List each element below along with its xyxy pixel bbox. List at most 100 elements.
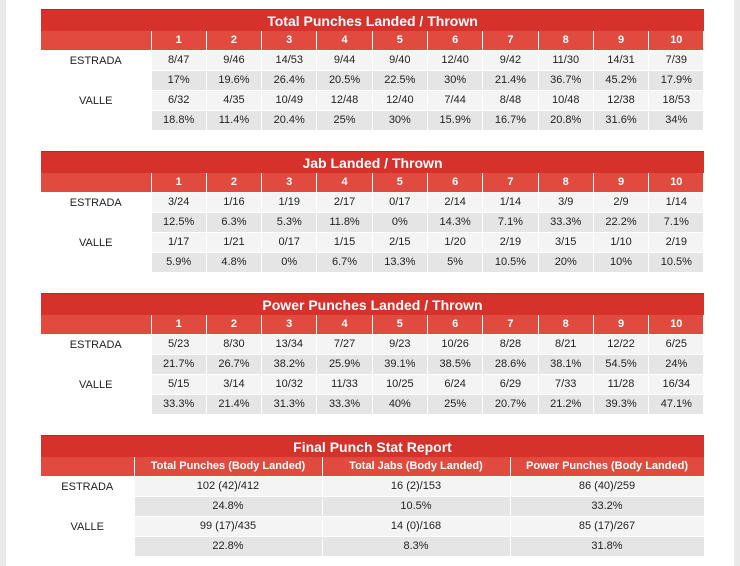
table-cell: 3/9	[538, 192, 594, 213]
table-cell: 7/44	[427, 90, 484, 111]
table-cell: 6/25	[648, 334, 705, 355]
table-cell: 6/32	[151, 90, 207, 111]
stats-grid: 1 2 3 4 5 6 7 8 9 10 ESTRADA 3/24 1/16 1…	[41, 173, 705, 273]
round-number: 5	[372, 31, 428, 51]
table-cell: 19.6%	[206, 70, 263, 91]
table-cell: 7/27	[316, 334, 373, 355]
round-number: 10	[648, 315, 705, 335]
final-stat-table: Final Punch Stat Report Total Punches (B…	[41, 435, 705, 557]
fighter-name-valle: VALLE	[41, 232, 152, 273]
round-number: 1	[151, 31, 207, 51]
header-blank	[41, 173, 152, 193]
table-cell: 13/34	[261, 334, 318, 355]
round-number: 6	[427, 31, 484, 51]
table-cell: 11/30	[538, 50, 594, 71]
table-cell: 0/17	[261, 232, 318, 253]
table-cell: 3/15	[538, 232, 594, 253]
round-number: 2	[206, 31, 263, 51]
table-cell: 12.5%	[151, 212, 207, 233]
table-cell: 12/40	[372, 90, 428, 111]
table-cell: 17%	[151, 70, 207, 91]
round-number: 6	[427, 173, 484, 193]
table-cell: 13.3%	[372, 252, 428, 273]
table-title: Final Punch Stat Report	[41, 435, 704, 457]
round-number: 10	[648, 31, 705, 51]
table-cell: 10/49	[261, 90, 318, 111]
table-cell: 10/32	[261, 374, 318, 395]
table-cell: 36.7%	[538, 70, 594, 91]
table-cell: 14/53	[261, 50, 318, 71]
table-cell: 102 (42)/412	[134, 476, 323, 497]
table-cell: 10/25	[372, 374, 428, 395]
table-cell: 12/48	[316, 90, 373, 111]
table-cell: 6.7%	[316, 252, 373, 273]
round-number: 7	[482, 31, 539, 51]
jab-table: Jab Landed / Thrown 1 2 3 4 5 6 7 8 9 10…	[41, 151, 705, 273]
valle-values-row: VALLE 99 (17)/435 14 (0)/168 85 (17)/267	[41, 516, 705, 557]
table-cell: 20.4%	[261, 110, 318, 131]
round-number: 5	[372, 173, 428, 193]
table-cell: 1/21	[206, 232, 263, 253]
table-cell: 0%	[261, 252, 318, 273]
total-punches-table: Total Punches Landed / Thrown 1 2 3 4 5 …	[41, 9, 705, 131]
round-number: 4	[316, 31, 373, 51]
fighter-name-valle: VALLE	[41, 374, 152, 415]
valle-pct-row: 33.3% 21.4% 31.3% 33.3% 40% 25% 20.7% 21…	[41, 394, 705, 415]
table-cell: 4.8%	[206, 252, 263, 273]
power-punches-table: Power Punches Landed / Thrown 1 2 3 4 5 …	[41, 293, 705, 415]
table-cell: 3/14	[206, 374, 263, 395]
estrada-landed-row: ESTRADA 8/47 9/46 14/53 9/44 9/40 12/40 …	[41, 50, 705, 91]
table-cell: 30%	[372, 110, 428, 131]
table-cell: 1/20	[427, 232, 484, 253]
table-cell: 10%	[593, 252, 650, 273]
estrada-pct-row: 12.5% 6.3% 5.3% 11.8% 0% 14.3% 7.1% 33.3…	[41, 212, 705, 233]
valle-landed-row: VALLE 5/15 3/14 10/32 11/33 10/25 6/24 6…	[41, 374, 705, 415]
round-number: 6	[427, 315, 484, 335]
table-cell: 2/17	[316, 192, 373, 213]
table-cell: 16.7%	[482, 110, 539, 131]
round-number: 5	[372, 315, 428, 335]
table-cell: 25%	[316, 110, 373, 131]
table-cell: 2/15	[372, 232, 428, 253]
round-number: 2	[206, 173, 263, 193]
table-cell: 14/31	[593, 50, 650, 71]
table-cell: 9/40	[372, 50, 428, 71]
table-cell: 16 (2)/153	[322, 476, 511, 497]
table-cell: 47.1%	[648, 394, 705, 415]
round-number: 1	[151, 173, 207, 193]
table-cell: 5.3%	[261, 212, 318, 233]
table-cell: 1/16	[206, 192, 263, 213]
table-cell: 22.2%	[593, 212, 650, 233]
table-cell: 10.5%	[648, 252, 705, 273]
table-cell: 1/14	[648, 192, 705, 213]
table-cell: 28.6%	[482, 354, 539, 375]
table-cell: 8/21	[538, 334, 594, 355]
table-cell: 24%	[648, 354, 705, 375]
table-cell: 11/28	[593, 374, 650, 395]
table-cell: 9/42	[482, 50, 539, 71]
table-cell: 20.7%	[482, 394, 539, 415]
table-title: Power Punches Landed / Thrown	[41, 293, 704, 315]
table-cell: 1/17	[151, 232, 207, 253]
table-cell: 2/14	[427, 192, 484, 213]
table-title: Jab Landed / Thrown	[41, 151, 704, 173]
stats-grid: 1 2 3 4 5 6 7 8 9 10 ESTRADA 5/23 8/30 1…	[41, 315, 705, 415]
table-cell: 10.5%	[482, 252, 539, 273]
valle-pct-row: 22.8% 8.3% 31.8%	[41, 536, 705, 557]
table-cell: 2/9	[593, 192, 650, 213]
header-blank	[41, 315, 152, 335]
table-cell: 1/14	[482, 192, 539, 213]
table-cell: 20%	[538, 252, 594, 273]
valle-pct-row: 5.9% 4.8% 0% 6.7% 13.3% 5% 10.5% 20% 10%…	[41, 252, 705, 273]
table-cell: 9/23	[372, 334, 428, 355]
table-cell: 12/38	[593, 90, 650, 111]
table-cell: 31.8%	[510, 536, 705, 557]
round-number: 10	[648, 173, 705, 193]
table-cell: 8/47	[151, 50, 207, 71]
table-cell: 2/19	[482, 232, 539, 253]
table-cell: 21.2%	[538, 394, 594, 415]
fighter-name-estrada: ESTRADA	[41, 476, 135, 517]
table-cell: 1/10	[593, 232, 650, 253]
table-cell: 21.7%	[151, 354, 207, 375]
table-cell: 8.3%	[322, 536, 511, 557]
